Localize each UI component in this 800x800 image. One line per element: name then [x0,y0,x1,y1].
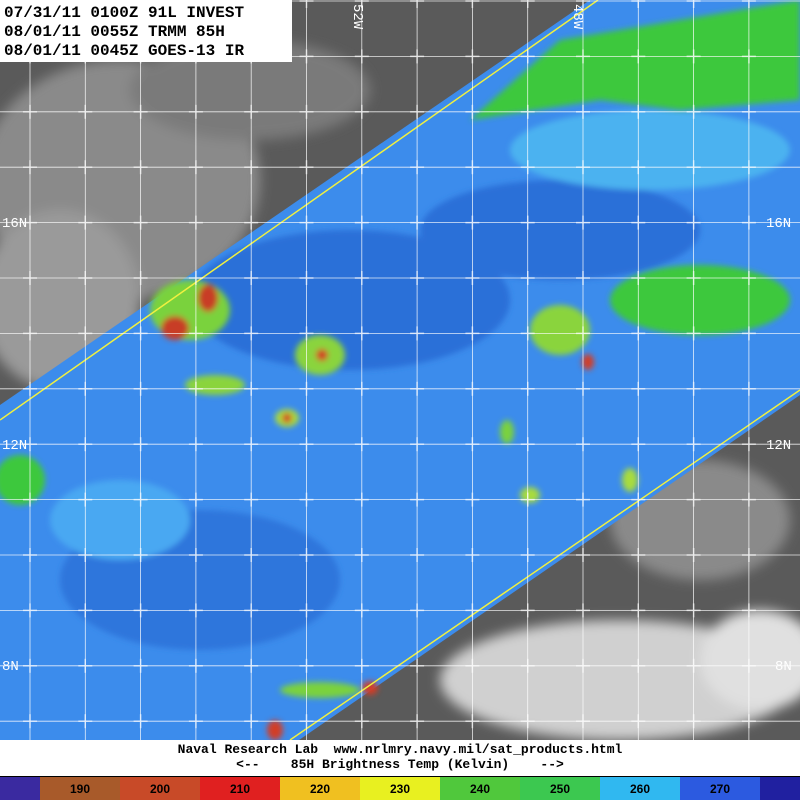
footer-caption: <-- 85H Brightness Temp (Kelvin) --> [236,757,564,772]
colorbar-segment [40,777,120,800]
colorbar-segment [360,777,440,800]
colorbar-label: 210 [230,782,250,796]
swath-edge [0,0,599,421]
lat-label: 12N [766,438,791,454]
swath-edge [289,389,800,741]
colorbar: 190 200 210 220 230 240 250 260 270 [0,777,800,800]
lat-label: 16N [766,216,791,232]
colorbar-label: 250 [550,782,570,796]
colorbar-segment [120,777,200,800]
convection [0,0,800,740]
colorbar-label: 200 [150,782,170,796]
colorbar-label: 260 [630,782,650,796]
footer: Naval Research Lab www.nrlmry.navy.mil/s… [178,742,623,772]
header-line: 08/01/11 0045Z GOES-13 IR [4,42,244,60]
footer-credit: Naval Research Lab www.nrlmry.navy.mil/s… [178,742,623,757]
lon-label: 52W [349,4,365,30]
footer-band [0,740,800,776]
header: 07/31/11 0100Z 91L INVEST 08/01/11 0055Z… [4,4,244,60]
colorbar-label: 240 [470,782,490,796]
colorbar-segment [680,777,760,800]
header-box [0,0,292,62]
colorbar-end [760,777,800,800]
header-line: 08/01/11 0055Z TRMM 85H [4,23,225,41]
lat-labels: 16N 16N 12N 12N 8N 8N 52W 48W [2,4,792,675]
colorbar-end [0,777,40,800]
lat-label: 8N [2,659,19,675]
lat-label: 12N [2,438,27,454]
header-line: 07/31/11 0100Z 91L INVEST [4,4,244,22]
colorbar-segment [440,777,520,800]
lat-label: 16N [2,216,27,232]
colorbar-label: 270 [710,782,730,796]
lat-lon-grid [0,0,800,740]
colorbar-segment [280,777,360,800]
lat-label: 8N [775,659,792,675]
colorbar-label: 220 [310,782,330,796]
colorbar-segment [200,777,280,800]
colorbar-label: 230 [390,782,410,796]
colorbar-label: 190 [70,782,90,796]
colorbar-segment [600,777,680,800]
lon-label: 48W [569,4,585,30]
colorbar-segment [520,777,600,800]
